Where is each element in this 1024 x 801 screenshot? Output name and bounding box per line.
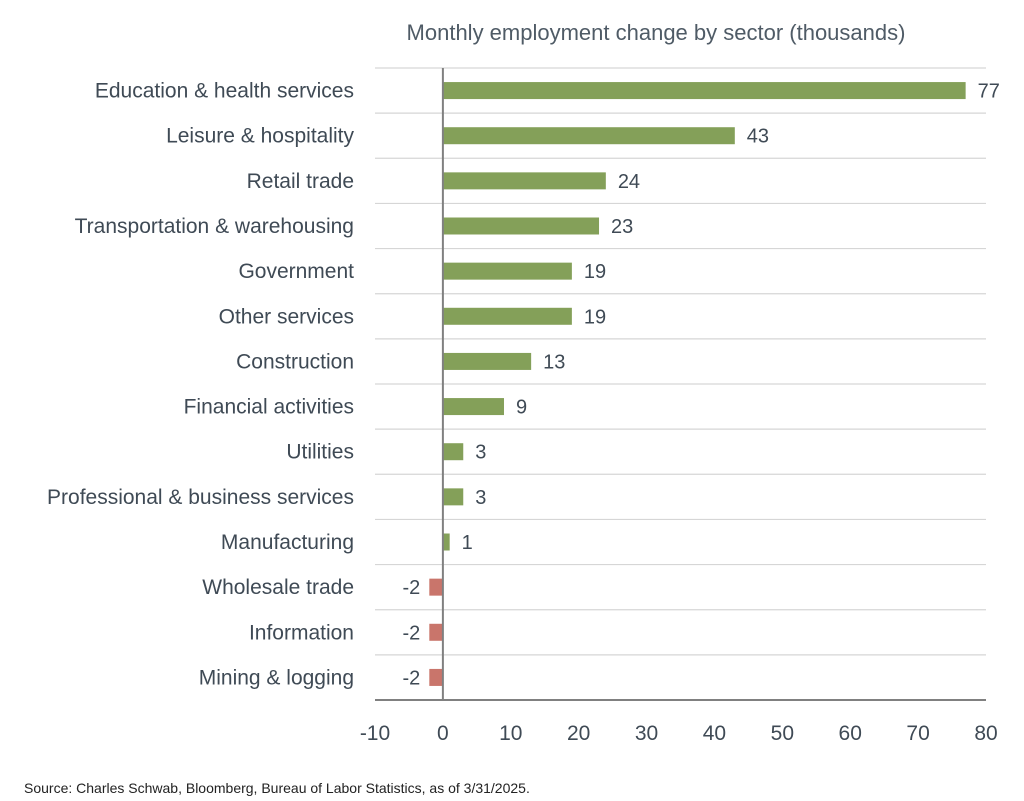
category-label: Retail trade [247,170,354,193]
x-tick-label: 80 [974,722,997,745]
value-label: 1 [462,532,473,554]
category-label: Professional & business services [47,486,354,509]
grid-lines [375,67,986,656]
value-label: -2 [403,577,421,599]
x-tick-label: 40 [703,722,726,745]
bar [442,307,572,325]
x-tick-label: 60 [839,722,862,745]
category-label: Leisure & hospitality [166,125,354,148]
x-tick-label: 10 [499,722,522,745]
category-label: Mining & logging [199,666,354,689]
category-label: Education & health services [95,80,354,103]
x-tick-label: 20 [567,722,590,745]
bar [442,443,464,461]
value-label: 19 [584,306,606,328]
value-label: -2 [403,622,421,644]
bar [442,82,966,100]
bar [442,217,600,235]
axes [375,68,986,701]
category-label: Financial activities [184,396,354,419]
category-label: Other services [219,305,354,328]
bar [429,578,443,596]
x-tick-label: -10 [360,722,390,745]
source-note: Source: Charles Schwab, Bloomberg, Burea… [24,780,530,796]
bar [442,172,606,190]
bar [442,352,532,370]
value-label: 13 [543,351,565,373]
bar [442,398,504,416]
value-label: -2 [403,667,421,689]
value-label: 23 [611,216,633,238]
category-labels: Education & health services Leisure & hos… [47,80,354,690]
x-tick-label: 50 [771,722,794,745]
value-label: 77 [978,81,1000,103]
bar [442,262,572,280]
value-label: 3 [475,442,486,464]
value-label: 24 [618,171,640,193]
x-tick-label: 70 [906,722,929,745]
category-label: Construction [236,350,354,373]
chart-title: Monthly employment change by sector (tho… [407,20,906,45]
value-label: 3 [475,487,486,509]
x-tick-labels: -10 0 10 20 30 40 50 60 70 80 [360,722,998,745]
category-label: Utilities [286,441,354,464]
category-label: Wholesale trade [202,576,354,599]
value-label: 19 [584,261,606,283]
category-label: Information [249,621,354,644]
x-tick-label: 30 [635,722,658,745]
value-label: 9 [516,397,527,419]
x-tick-label: 0 [437,722,449,745]
category-label: Government [238,260,354,283]
category-label: Transportation & warehousing [75,215,354,238]
bar [442,533,450,551]
value-label: 43 [747,126,769,148]
bar [442,127,735,145]
category-label: Manufacturing [221,531,354,554]
value-labels: 77 43 24 23 19 19 13 9 3 3 1 -2 -2 -2 [403,81,1000,690]
bar [429,668,443,686]
bar [442,488,464,506]
bars [429,82,966,686]
bar [429,623,443,641]
